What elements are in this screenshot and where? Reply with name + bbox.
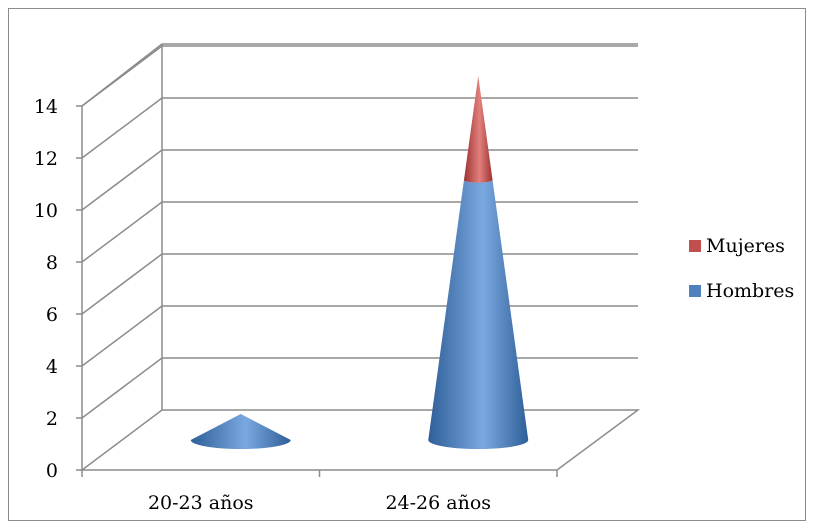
- cone-series: [191, 76, 529, 449]
- y-tick-label: 14: [34, 96, 58, 118]
- x-tick-label: 24-26 años: [385, 492, 491, 514]
- y-tick-label: 0: [46, 460, 58, 482]
- x-tick-label: 20-23 años: [148, 492, 254, 514]
- side-gridline: [82, 306, 162, 366]
- cone-segment-hombres: [428, 180, 528, 449]
- y-tick-label: 6: [46, 304, 58, 326]
- cone-segment-hombres: [191, 414, 291, 449]
- legend-swatch: [689, 240, 701, 252]
- x-axis: 20-23 años 24-26 años: [82, 470, 557, 514]
- y-tick-label: 2: [46, 408, 58, 430]
- cone-segment-mujeres: [464, 76, 493, 183]
- legend-label: Mujeres: [706, 235, 785, 257]
- floor: [82, 410, 638, 470]
- legend-label: Hombres: [706, 280, 794, 302]
- y-axis: 0 2 4 6 8 10 12 14: [34, 96, 82, 482]
- side-gridline: [82, 254, 162, 314]
- side-gridline: [82, 358, 162, 418]
- side-gridline: [82, 202, 162, 262]
- side-gridline-top: [82, 44, 162, 106]
- cone: [191, 414, 291, 449]
- y-tick-label: 4: [46, 356, 58, 378]
- y-tick-label: 12: [34, 148, 58, 170]
- side-gridline: [82, 150, 162, 210]
- y-tick-label: 8: [46, 252, 58, 274]
- side-gridline: [82, 98, 162, 158]
- legend-swatch: [689, 285, 701, 297]
- cone: [428, 76, 528, 449]
- chart-walls: [82, 44, 638, 470]
- y-tick-label: 10: [34, 200, 58, 222]
- legend: Mujeres Hombres: [689, 235, 794, 302]
